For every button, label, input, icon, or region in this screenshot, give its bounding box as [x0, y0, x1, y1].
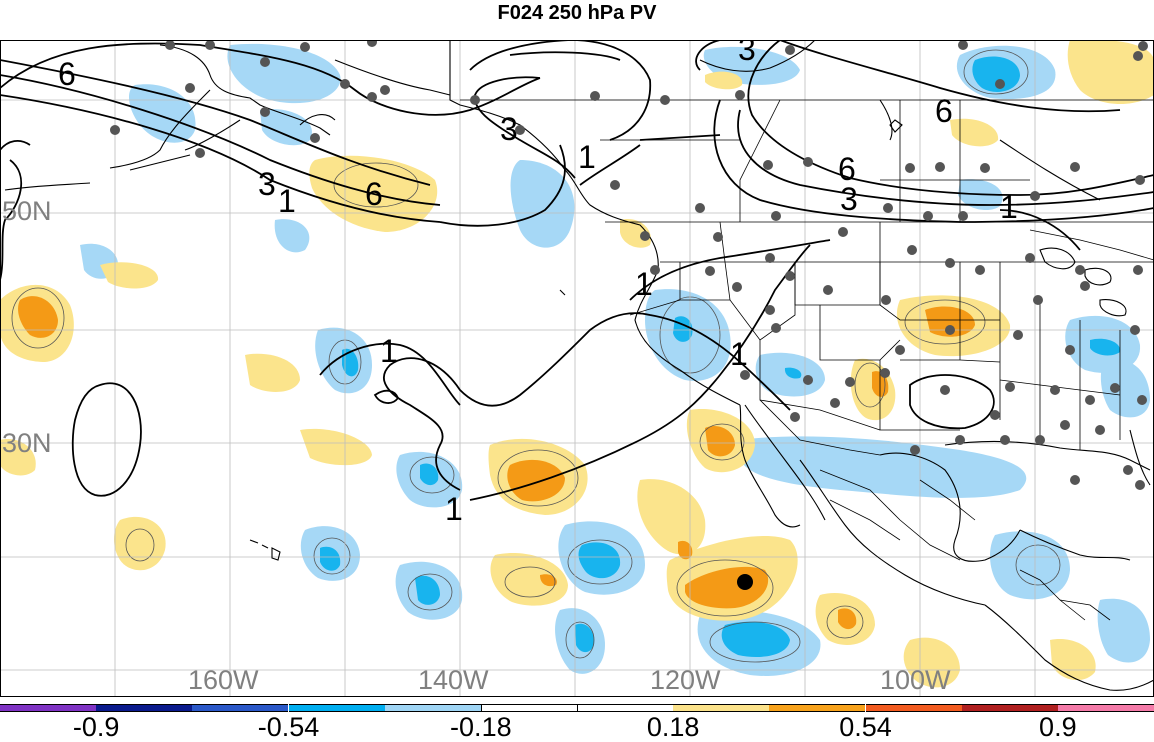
neg-anomaly-core: [578, 542, 621, 579]
contour-label: 1: [730, 336, 748, 372]
neg-anomaly-core: [1090, 338, 1121, 356]
neg-anomaly-blob: [274, 219, 310, 253]
color-bar-segment: [480, 704, 577, 712]
station-dots: [110, 40, 1148, 490]
contour-labels: 6 3 1 6 1 3 1 3 6 6 3 1 1 1 1: [58, 31, 1018, 527]
lon-label: 100W: [880, 665, 951, 695]
pos-anomaly-blob: [705, 71, 743, 90]
neg-anomaly-core: [972, 56, 1020, 92]
neg-anomaly-core: [320, 546, 341, 571]
contour-label: 3: [258, 166, 276, 202]
color-bar-label: -0.9: [72, 712, 120, 742]
color-bar-segment: [1057, 704, 1154, 712]
lon-label: 140W: [418, 665, 489, 695]
color-bar-segment: [384, 704, 481, 712]
color-bar-segment: [865, 704, 962, 712]
lat-label: 50N: [2, 196, 52, 226]
pos-anomaly-core: [678, 540, 693, 560]
color-bar-segment: [961, 704, 1058, 712]
lat-label: 30N: [2, 428, 52, 458]
pos-anomaly-core: [925, 306, 975, 337]
neg-anomaly-core: [575, 623, 595, 653]
pos-anomaly-blob: [637, 479, 706, 555]
neg-anomaly-core: [420, 463, 439, 486]
pos-anomaly-core: [540, 574, 557, 587]
pos-anomaly-blob: [903, 637, 960, 688]
neg-anomaly-blob: [128, 84, 196, 143]
neg-anomaly-core: [415, 575, 440, 605]
contour-label: 1: [380, 333, 398, 369]
pos-anomaly-core: [705, 425, 735, 457]
neg-anomaly-core: [342, 348, 359, 377]
pos-anomaly-blob: [1050, 639, 1096, 681]
contour-label: 3: [840, 181, 858, 217]
pos-anomaly-core: [507, 459, 565, 502]
neg-anomaly-blob: [260, 109, 312, 146]
anomaly-outlines: [11, 49, 1061, 663]
contour-label: 3: [500, 111, 518, 147]
marker-dot: [737, 574, 753, 590]
lon-label: 120W: [650, 665, 721, 695]
neg-anomaly-blob: [990, 531, 1070, 600]
color-bar-segment: [673, 704, 770, 712]
color-bar-label: 0.18: [646, 712, 700, 742]
color-bar-segment: [96, 704, 193, 712]
contour-label: 6: [935, 93, 953, 129]
pos-anomaly-blob: [300, 428, 372, 466]
contour-label: 1: [278, 183, 296, 219]
contour-label: 3: [738, 31, 756, 67]
pos-anomaly-blob: [100, 262, 159, 289]
lon-label: 160W: [188, 665, 259, 695]
neg-anomaly-blob: [1100, 359, 1150, 418]
neg-anomaly-blob: [227, 43, 341, 104]
contour-label: 1: [445, 491, 463, 527]
neg-anomaly-core: [784, 367, 802, 379]
contour-label: 6: [58, 56, 76, 92]
pv-shading: [0, 40, 1154, 688]
neg-anomaly-blob: [510, 160, 575, 248]
coastlines: [4, 40, 1154, 691]
color-bar-segment: [288, 704, 385, 712]
pos-anomaly-blob: [114, 516, 166, 571]
color-bar-label: -0.18: [450, 712, 512, 742]
pos-anomaly-blob: [490, 553, 568, 606]
contour-label: 1: [578, 139, 596, 175]
pos-anomaly-blob: [245, 353, 300, 392]
pv-contours: [0, 40, 1154, 501]
color-bar-label: 0.54: [839, 712, 892, 742]
contour-label: 1: [635, 266, 653, 302]
pos-anomaly-blob: [950, 118, 999, 147]
contour-label: 6: [838, 151, 856, 187]
color-bar-label: 0.9: [1039, 712, 1077, 742]
color-bar-segment: [769, 704, 866, 712]
color-bar-segment: [577, 704, 674, 712]
neg-anomaly-blob: [1097, 598, 1150, 663]
color-bar: [0, 704, 1154, 714]
neg-anomaly-core: [721, 621, 790, 658]
color-bar-segment: [192, 704, 289, 712]
contour-label: 1: [1000, 189, 1018, 225]
color-bar-segment: [0, 704, 97, 712]
chart-title: F024 250 hPa PV: [497, 2, 657, 24]
neg-anomaly-blob: [740, 436, 1027, 498]
color-bar-label: -0.54: [257, 712, 320, 742]
pos-anomaly-core: [18, 296, 58, 338]
contour-label: 6: [365, 176, 383, 212]
pos-anomaly-blob: [0, 439, 36, 476]
pos-anomaly-blob: [1067, 40, 1154, 105]
pos-anomaly-core: [838, 608, 857, 630]
